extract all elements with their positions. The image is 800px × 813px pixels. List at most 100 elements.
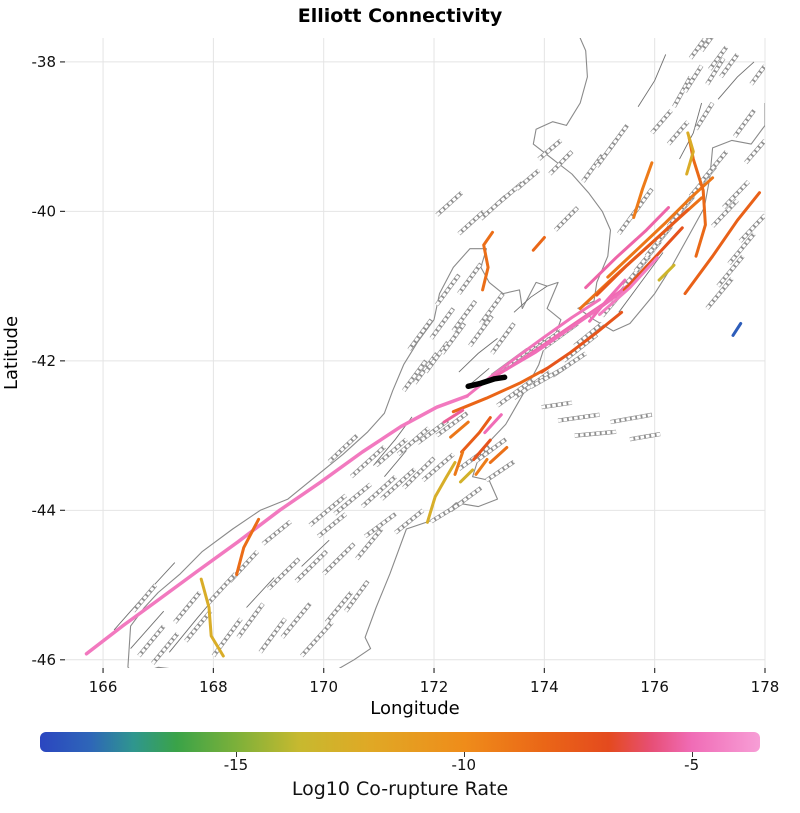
fault-trace-rungs xyxy=(375,438,408,467)
fault-trace-rungs xyxy=(173,591,201,624)
fault-trace-rungs xyxy=(468,315,494,347)
thin-fault-path xyxy=(458,338,498,373)
fault-trace-rungs xyxy=(457,210,485,235)
axis-ticks: 166 168 170 172 174 176 178 -38 -40 -42 -44 -46 xyxy=(32,53,780,696)
fault-trace-rungs xyxy=(325,591,353,624)
y-axis-label: Latitude xyxy=(1,316,22,390)
fault-trace xyxy=(553,206,579,232)
fault-trace-rungs xyxy=(435,411,468,437)
rupture-trace xyxy=(731,322,743,337)
rupture-trace xyxy=(606,176,715,279)
fault-trace-rungs xyxy=(435,274,461,306)
fault-trace-rungs xyxy=(380,468,416,501)
fault-trace-rungs xyxy=(308,494,347,527)
fault-trace-rungs xyxy=(132,584,157,613)
fault-trace-rungs xyxy=(402,456,436,489)
fault-trace-rungs xyxy=(485,460,515,482)
fault-trace-rungs xyxy=(537,139,562,161)
colorbar-tick-label: -10 xyxy=(451,756,477,774)
rupture-trace xyxy=(84,394,469,656)
fault-trace-rungs xyxy=(739,214,765,243)
rupture-trace xyxy=(465,374,508,390)
colorbar: -15 -10 -5 Log10 Co-rupture Rate xyxy=(40,732,760,800)
fault-trace-rungs xyxy=(295,550,328,583)
fault-trace-rungs xyxy=(452,300,477,332)
rupture-trace xyxy=(622,226,684,292)
y-tick-label: -42 xyxy=(32,352,57,370)
fault-trace-rungs xyxy=(457,262,483,295)
fault-trace-rungs xyxy=(719,53,739,78)
fault-trace-rungs xyxy=(744,139,765,164)
rupture-trace xyxy=(199,577,225,658)
map-layers xyxy=(84,38,765,668)
fault-trace-rungs xyxy=(430,307,455,340)
fault-trace-rungs xyxy=(474,438,507,463)
map-plot: Elliott Connectivity 166 168 170 172 174 176 1… xyxy=(1,5,780,719)
fault-trace-rungs xyxy=(355,528,383,560)
colorbar-gradient xyxy=(40,732,760,752)
fault-trace xyxy=(705,57,726,86)
rupture-trace xyxy=(425,461,457,524)
fault-trace-rungs xyxy=(435,191,463,217)
fault-trace-rungs xyxy=(667,120,689,146)
x-tick-label: 166 xyxy=(89,678,118,696)
fault-trace-rungs xyxy=(259,617,287,654)
coastline-path xyxy=(578,103,765,332)
rupture-trace xyxy=(685,131,695,176)
fault-trace-rungs xyxy=(515,169,540,191)
thin-fault-path xyxy=(618,252,664,313)
colorbar-tickmark xyxy=(463,752,465,757)
fault-trace-rungs xyxy=(394,509,424,534)
fault-network xyxy=(131,38,765,665)
thin-fault-path xyxy=(246,577,275,608)
colorbar-tickmark xyxy=(691,752,693,757)
fault-trace-rungs xyxy=(151,632,179,665)
rupture-trace xyxy=(540,310,624,374)
fault-trace-rungs xyxy=(490,322,516,355)
x-tick-label: 168 xyxy=(199,678,228,696)
fault-trace-rungs xyxy=(557,413,600,423)
fault-trace-rungs xyxy=(733,109,756,138)
rupture-trace xyxy=(474,458,489,476)
fault-trace-rungs xyxy=(581,154,604,183)
colorbar-ticks: -15 -10 -5 xyxy=(40,752,760,776)
fault-trace-rungs xyxy=(407,318,433,351)
fault-trace-rungs xyxy=(716,255,745,288)
fault-trace-rungs xyxy=(212,617,243,657)
fault-trace-rungs xyxy=(574,430,617,438)
rupture-trace xyxy=(588,278,627,323)
fault-trace-rungs xyxy=(317,512,347,538)
gridlines xyxy=(65,38,766,668)
rupture-trace xyxy=(453,450,465,476)
rupture-trace xyxy=(595,208,690,297)
colorbar-tick-label: -15 xyxy=(223,756,249,774)
fault-trace-rungs xyxy=(441,322,466,355)
rupture-trace xyxy=(657,263,676,282)
fault-trace-rungs xyxy=(267,557,300,590)
fault-trace xyxy=(548,150,574,176)
fault-trace-rungs xyxy=(397,426,430,456)
rupture-trace xyxy=(449,420,470,439)
fault-trace-rungs xyxy=(333,483,372,516)
rupture-trace xyxy=(531,236,546,252)
fault-trace xyxy=(629,432,661,442)
x-tick-label: 174 xyxy=(530,678,559,696)
coastline-path xyxy=(127,248,562,668)
rupture-trace xyxy=(472,438,492,461)
fault-trace-rungs xyxy=(184,610,212,643)
fault-trace-rungs xyxy=(350,445,386,478)
colorbar-tick-label: -5 xyxy=(684,756,700,774)
rupture-trace xyxy=(632,161,654,219)
y-tick-label: -40 xyxy=(32,202,57,220)
fault-trace-rungs xyxy=(708,46,728,71)
x-axis-label: Longitude xyxy=(370,698,460,719)
fault-trace-rungs xyxy=(606,124,629,153)
x-tick-label: 170 xyxy=(309,678,338,696)
fault-trace-rungs xyxy=(424,341,450,373)
fault-trace-rungs xyxy=(722,180,750,209)
fault-trace-rungs xyxy=(206,572,237,605)
rupture-trace xyxy=(459,468,475,484)
fault-trace-rungs xyxy=(137,625,165,657)
thin-fault-path xyxy=(301,539,330,567)
